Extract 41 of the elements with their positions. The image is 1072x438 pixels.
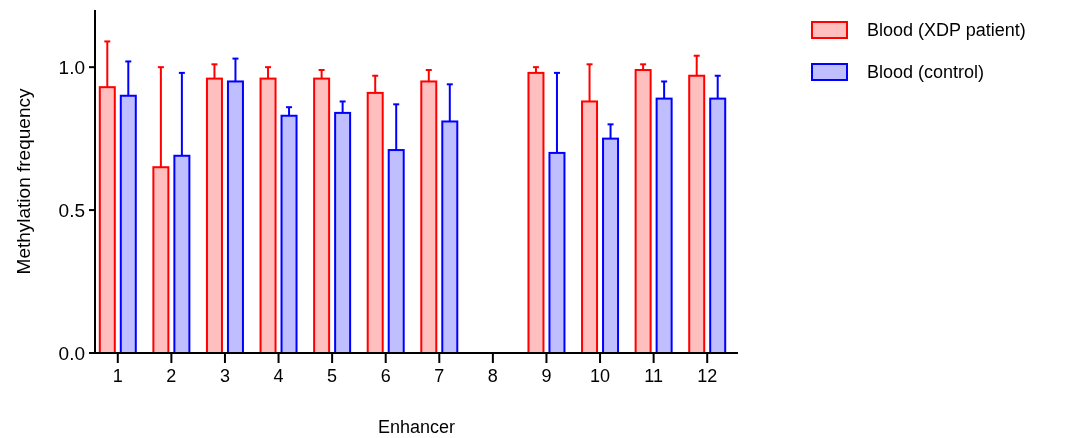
y-axis-title: Methylation frequency <box>13 88 34 275</box>
x-tick-label: 6 <box>380 366 391 386</box>
bar <box>709 97 727 354</box>
y-tick-label: 1.0 <box>58 56 85 78</box>
x-tick-label: 12 <box>697 366 718 386</box>
legend-label: Blood (XDP patient) <box>867 20 1026 41</box>
x-tick-label: 2 <box>166 366 177 386</box>
bar <box>152 166 170 354</box>
bar <box>259 77 277 354</box>
x-tick-label: 7 <box>434 366 445 386</box>
bar <box>334 111 352 354</box>
x-tick-label: 5 <box>327 366 338 386</box>
bar <box>205 77 223 354</box>
bar <box>602 137 620 354</box>
bar <box>655 97 673 354</box>
x-tick-label: 4 <box>273 366 284 386</box>
bar <box>98 86 116 354</box>
bar <box>441 120 459 354</box>
bar <box>688 74 706 354</box>
bar <box>173 154 191 354</box>
bar <box>387 149 405 354</box>
bar <box>420 80 438 354</box>
x-tick-label: 10 <box>590 366 611 386</box>
bar <box>119 94 137 354</box>
bar <box>548 151 566 354</box>
bar <box>226 80 244 354</box>
x-tick-label: 11 <box>644 366 663 386</box>
bar <box>280 114 298 354</box>
x-tick-label: 1 <box>112 366 123 386</box>
bar <box>527 71 545 354</box>
x-tick-label: 9 <box>541 366 552 386</box>
y-tick-label: 0.0 <box>58 342 85 364</box>
x-axis-title: Enhancer <box>377 417 456 437</box>
x-tick-label: 3 <box>219 366 230 386</box>
x-tick-label: 8 <box>487 366 498 386</box>
bar <box>581 100 599 354</box>
bar <box>366 91 384 354</box>
bar <box>634 69 652 354</box>
bar <box>313 77 331 354</box>
y-tick-label: 0.5 <box>58 199 85 221</box>
legend-label: Blood (control) <box>867 62 985 83</box>
